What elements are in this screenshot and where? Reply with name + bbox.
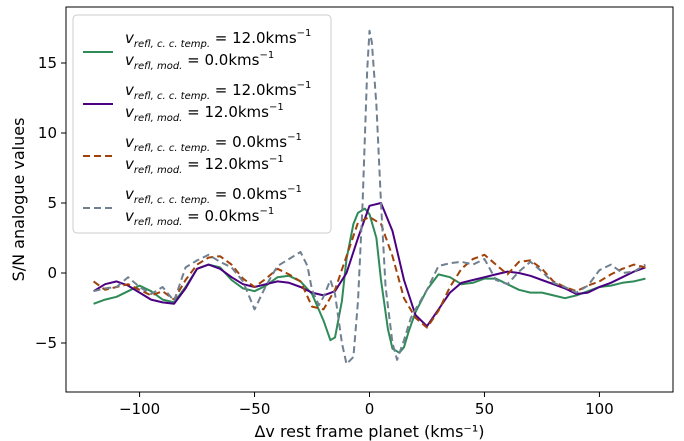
y-tick-label: −5 <box>35 334 57 352</box>
legend-label: vrefl, c. c. temp. = 0.0kms−1 <box>125 132 302 154</box>
legend-label: vrefl, mod. = 0.0kms−1 <box>125 50 274 72</box>
x-tick-label: 0 <box>365 400 375 418</box>
x-tick-label: 50 <box>475 400 494 418</box>
y-tick-label: 0 <box>47 264 57 282</box>
series-line-3 <box>93 216 646 329</box>
series-layer <box>93 29 646 365</box>
y-tick-label: 10 <box>38 124 57 142</box>
series-line-2 <box>93 202 646 328</box>
legend-label: vrefl, c. c. temp. = 0.0kms−1 <box>125 184 302 206</box>
legend-label: vrefl, mod. = 0.0kms−1 <box>125 206 274 228</box>
series-line-4 <box>93 29 646 365</box>
x-tick-label: 100 <box>585 400 614 418</box>
x-axis-title: Δv rest frame planet (kms⁻¹) <box>254 422 484 441</box>
x-tick-label: −50 <box>239 400 271 418</box>
x-tick-label: −100 <box>119 400 160 418</box>
y-axis-title: S/N analogue values <box>9 118 28 282</box>
legend-label: vrefl, mod. = 12.0kms−1 <box>125 102 284 124</box>
legend-label: vrefl, mod. = 12.0kms−1 <box>125 154 284 176</box>
legend-box <box>72 14 332 234</box>
legend-label: vrefl, c. c. temp. = 12.0kms−1 <box>125 80 311 102</box>
y-tick-label: 5 <box>47 194 57 212</box>
y-tick-label: 15 <box>38 54 57 72</box>
legend-label: vrefl, c. c. temp. = 12.0kms−1 <box>125 28 311 50</box>
